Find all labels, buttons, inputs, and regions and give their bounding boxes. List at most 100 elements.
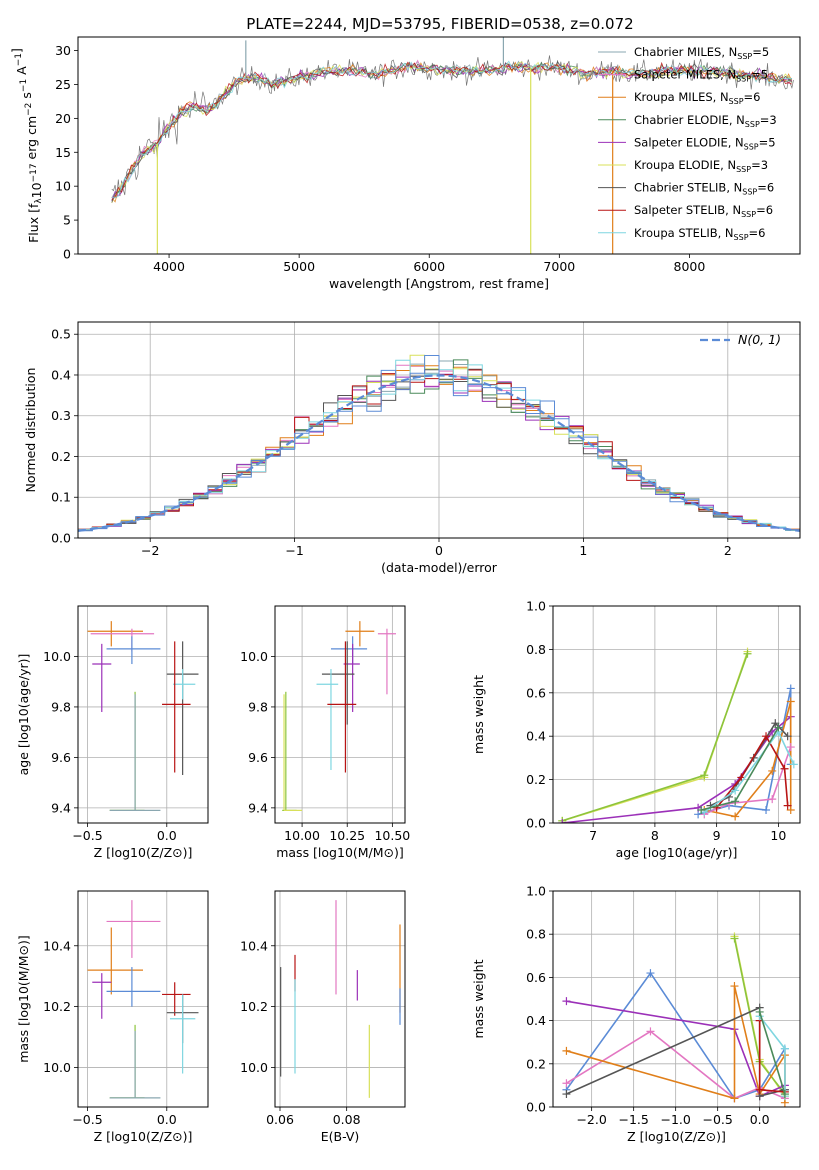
legend-sub: SSP [745, 120, 760, 129]
plot-area [111, 37, 794, 254]
weight-marker [731, 812, 740, 821]
weight-marker [783, 732, 792, 741]
legend-text: =6 [744, 90, 761, 104]
legend-sub: SSP [729, 97, 744, 106]
legend-text: =3 [751, 158, 768, 172]
legend-text: =6 [757, 181, 774, 195]
weight-marker [786, 697, 795, 706]
y-tick-label: 10.0 [43, 1060, 71, 1075]
weight-marker [780, 1090, 789, 1099]
weight-marker [562, 1090, 571, 1099]
legend-text: Chabrier STELIB, N [634, 181, 742, 195]
legend-entry: Salpeter MILES, NSSP=5 [634, 68, 768, 84]
axes-mass_vs_Z: −0.5 0.0 10.0 10.2 10.4 Z [log10(Z/Z⊙)] mass [… [16, 890, 209, 1144]
errorbar-point [162, 641, 191, 773]
x-tick-label: 2 [724, 543, 732, 558]
y-axis-label: mass weight [471, 675, 486, 754]
axes-weight_vs_age: 7 8 9 10 0.0 0.2 0.4 0.6 0.8 1.0 age [log10(age/yr… [471, 599, 801, 860]
weight-marker [762, 805, 771, 814]
y-axis-label: mass [log10(M/M⊙)] [16, 935, 31, 1063]
figure-title: PLATE=2244, MJD=53795, FIBERID=0538, z=0… [246, 15, 633, 33]
y-axis-label: Flux [fλ10−17 erg cm−2 s−1 A−1] [9, 48, 44, 243]
x-axis-label: mass [log10(M/M⊙)] [276, 845, 404, 860]
weight-marker [771, 719, 780, 728]
weight-marker [783, 801, 792, 810]
x-tick-label: 0 [435, 543, 443, 558]
x-tick-label: 7 [589, 828, 597, 843]
legend-text: Chabrier MILES, N [634, 45, 737, 59]
legend-entry: Kroupa MILES, NSSP=6 [634, 90, 760, 106]
weight-marker [558, 819, 567, 823]
weight-marker [646, 1027, 655, 1036]
y-tick-label: 0.8 [526, 642, 546, 657]
x-tick-label: −1 [285, 543, 303, 558]
y-tick-label: 10.0 [240, 1060, 268, 1075]
errorbar-point [173, 669, 196, 700]
weight-marker [562, 1046, 571, 1055]
y-axis-label-part: s [19, 92, 34, 103]
errorbar-point [316, 669, 339, 771]
y-tick-label: 10.0 [43, 649, 71, 664]
y-tick-label: 9.8 [51, 699, 71, 714]
errorbar-point [109, 1024, 145, 1099]
y-tick-label: 9.4 [248, 800, 268, 815]
legend-text: =6 [749, 226, 766, 240]
axes-frame [552, 890, 801, 1108]
y-tick-label: 10.0 [240, 649, 268, 664]
legend-entry: Kroupa STELIB, NSSP=6 [634, 226, 765, 242]
axes-spectrum: 4000 5000 6000 7000 8000 0 5 10 15 20 25 30 waveleng… [9, 36, 801, 291]
y-tick-label: 0.2 [51, 449, 71, 464]
y-tick-label: 9.6 [51, 750, 71, 765]
x-tick-label: −0.5 [72, 1112, 102, 1127]
y-axis-label-part: −2 [24, 103, 34, 116]
weight-marker [730, 1094, 739, 1103]
x-tick-label: 0.06 [266, 1112, 294, 1127]
y-axis-label-part: −1 [14, 53, 24, 66]
y-tick-label: 0.2 [526, 772, 546, 787]
axes-frame [552, 605, 801, 824]
axes-frame [77, 890, 209, 1108]
legend-entry: N(0, 1) [738, 332, 781, 347]
weight-marker [730, 982, 739, 991]
legend-text: =5 [751, 68, 768, 82]
axes-weight_vs_Z: −2.0 −1.5 −1.0 −0.5 0.0 0.0 0.2 0.4 0.6 0.8 1.0 Z [… [471, 884, 801, 1144]
x-tick-label: 10.50 [374, 828, 410, 843]
weight-marker [700, 771, 709, 780]
y-axis-label-part: λ [34, 198, 44, 204]
errorbar-point [321, 641, 355, 725]
axes-frame [274, 605, 406, 824]
legend-entry: Salpeter STELIB, NSSP=6 [634, 203, 773, 219]
errorbar-point [106, 900, 161, 958]
legend-sub: SSP [737, 52, 752, 61]
y-axis-label-part: −17 [29, 163, 39, 182]
y-tick-label: 0.1 [51, 490, 71, 505]
legend-entry: Salpeter ELODIE, NSSP=5 [634, 135, 776, 151]
plot-area [87, 900, 199, 1099]
x-axis-label: Z [log10(Z/Z⊙)] [94, 845, 193, 860]
errorbar-point [90, 628, 155, 652]
y-tick-label: 0.0 [526, 1100, 546, 1115]
legend-text: =5 [752, 45, 769, 59]
errorbar-point [92, 973, 112, 1019]
x-tick-label: −0.5 [72, 828, 102, 843]
legend-text: Salpeter MILES, N [634, 68, 736, 82]
y-axis-label-part: Flux [f [26, 203, 41, 243]
axes-residuals: −2 −1 0 1 2 0.0 0.1 0.2 0.3 0.4 0.5 (data-model)/er… [23, 321, 801, 575]
axes-age_vs_mass: 10.00 10.25 10.50 9.4 9.6 9.8 10.0 mass [log10(… [240, 605, 410, 860]
weight-marker [731, 786, 740, 795]
x-tick-label: 0.08 [333, 1112, 361, 1127]
data-line-model [111, 61, 793, 201]
errorbar-point [283, 694, 303, 811]
errorbar-point [109, 691, 145, 811]
y-tick-label: 9.8 [248, 699, 268, 714]
y-tick-label: 1.0 [526, 884, 546, 899]
plot-area [282, 621, 396, 811]
y-tick-label: 25 [55, 77, 71, 92]
legend-sub: SSP [736, 165, 751, 174]
data-line-model [111, 60, 792, 199]
errorbar-point [169, 994, 196, 1074]
weight-marker [712, 803, 721, 812]
y-tick-label: 0 [63, 247, 71, 262]
axes-frame [77, 36, 801, 255]
